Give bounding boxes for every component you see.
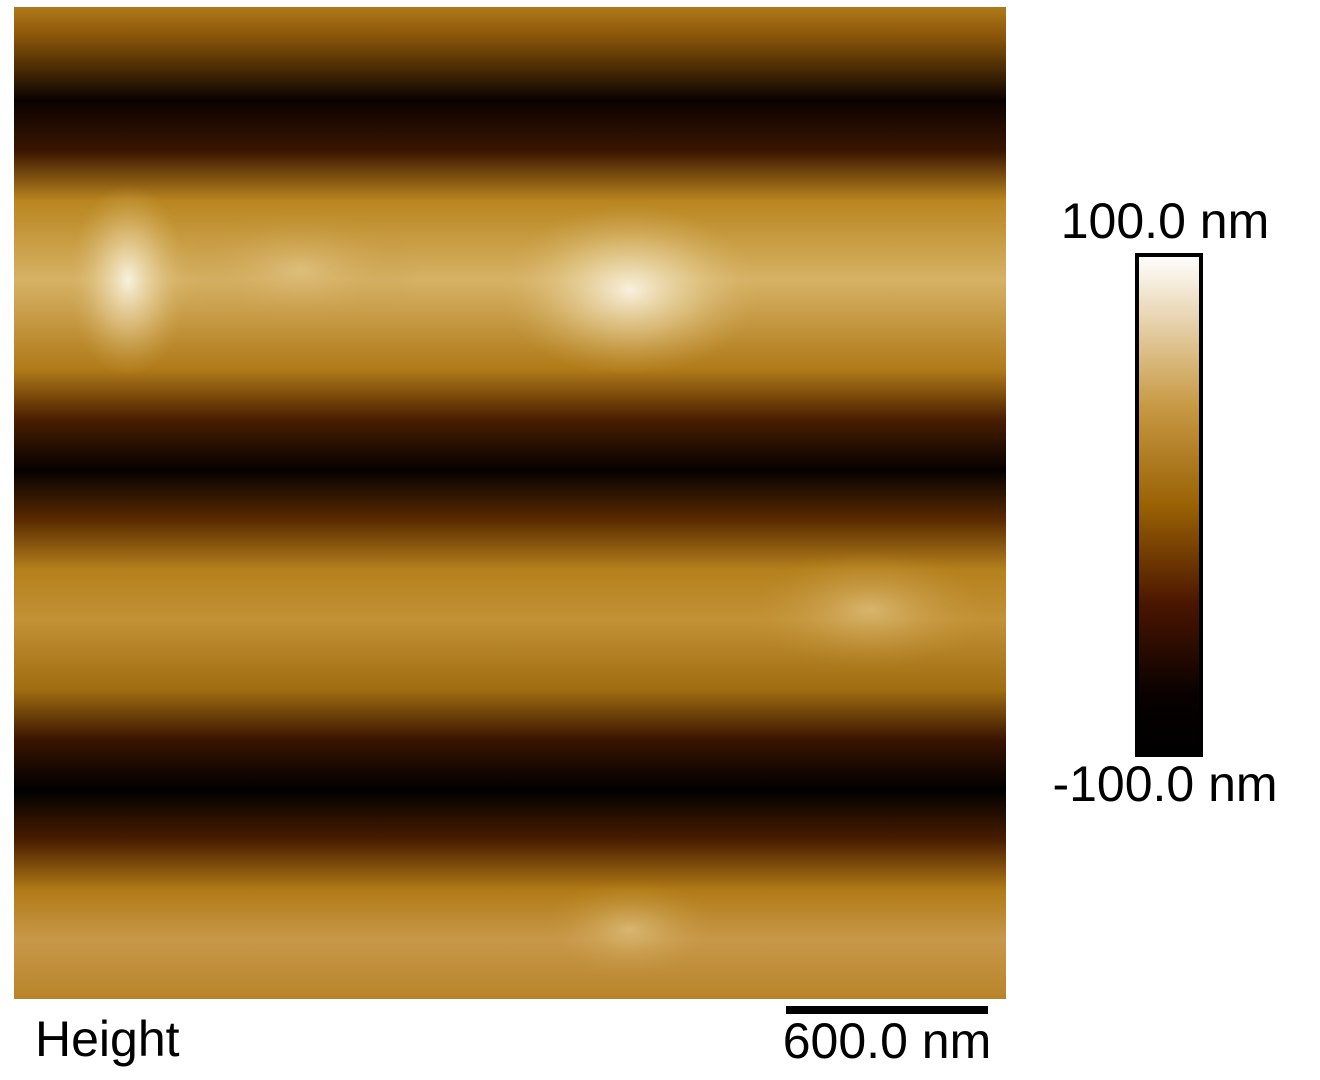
afm-image: [14, 7, 1006, 999]
colorbar: [1135, 253, 1203, 757]
colorbar-max: 100.0 nm: [1061, 193, 1269, 249]
colorbar-min: -100.0 nm: [1052, 756, 1277, 812]
scale-bar-label: 600.0 nm: [783, 1013, 991, 1069]
image-label: Height: [35, 1011, 180, 1067]
